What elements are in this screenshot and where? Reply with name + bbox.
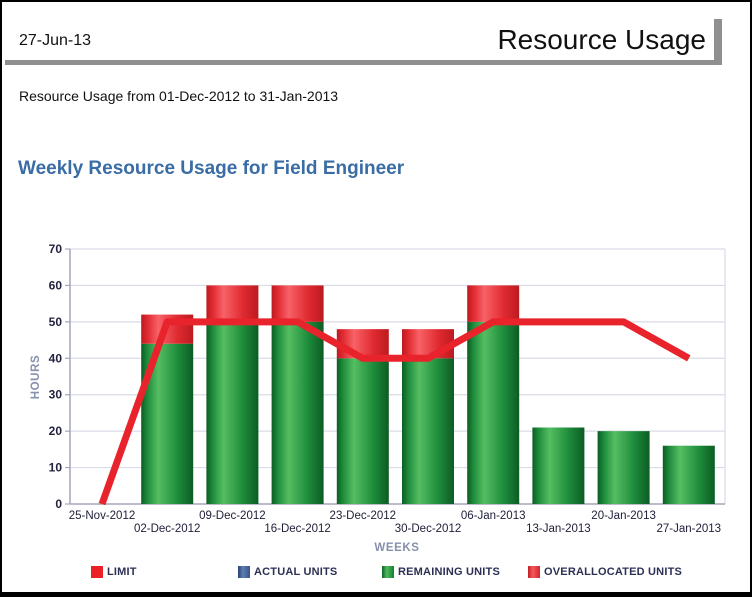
y-tick-label: 70 [49, 242, 63, 256]
limit-line-path [98, 318, 691, 506]
y-axis-title: HOURS [30, 355, 42, 400]
legend-label: LIMIT [107, 566, 137, 578]
legend-swatch-limit [91, 566, 103, 578]
y-axis-ticks: 0 10 20 30 40 50 60 70 [49, 242, 70, 511]
y-tick-label: 30 [49, 388, 63, 402]
bar-remaining-units-16-Dec-2012 [271, 321, 324, 504]
legend-item-overallocated-units: OVERALLOCATED UNITS [528, 565, 682, 579]
bar-remaining-units-23-Dec-2012 [336, 358, 389, 504]
y-tick-label: 60 [49, 278, 63, 292]
bar-remaining-units-30-Dec-2012 [402, 358, 454, 504]
chart-heading: Weekly Resource Usage for Field Engineer [18, 158, 405, 179]
x-axis-label: 20-Jan-2013 [591, 510, 656, 522]
page-title: Resource Usage [497, 24, 706, 55]
chart-legend: LIMIT ACTUAL UNITS REMAINING UNITS OVERALLO… [2, 565, 750, 583]
x-axis-label: 02-Dec-2012 [134, 523, 200, 535]
legend-item-actual-units: ACTUAL UNITS [238, 565, 337, 579]
bar-remaining-units-09-Dec-2012 [206, 321, 259, 504]
y-tick-label: 10 [49, 461, 63, 475]
x-axis-label: 13-Jan-2013 [526, 523, 591, 535]
legend-swatch-overallocated-units [528, 566, 540, 578]
bar-remaining-units-20-Jan-2013 [597, 431, 650, 504]
y-tick-label: 0 [55, 497, 62, 511]
legend-swatch-remaining-units [382, 566, 394, 578]
x-axis-label: 09-Dec-2012 [199, 510, 265, 522]
y-tick-label: 20 [49, 424, 63, 438]
x-axis-label: 06-Jan-2013 [461, 510, 526, 522]
bar-overallocated-units-09-Dec-2012 [206, 285, 259, 322]
x-axis-label: 27-Jan-2013 [657, 523, 722, 535]
bar-overallocated-units-16-Dec-2012 [271, 285, 324, 322]
y-tick-label: 40 [49, 351, 63, 365]
legend-label: ACTUAL UNITS [254, 566, 338, 578]
legend-swatch-actual-units [238, 566, 250, 578]
bar-remaining-units-27-Jan-2013 [662, 445, 715, 504]
x-axis-label: 16-Dec-2012 [264, 523, 330, 535]
x-axis-labels: 25-Nov-201202-Dec-201209-Dec-201216-Dec-… [69, 510, 721, 535]
bar-remaining-units-13-Jan-2013 [532, 427, 585, 504]
header-divider [5, 60, 714, 65]
bar-remaining-units-06-Jan-2013 [467, 321, 520, 504]
title-accent-bar [714, 19, 722, 65]
legend-label: OVERALLOCATED UNITS [544, 566, 683, 578]
x-axis-title: WEEKS [374, 542, 419, 554]
bar-overallocated-units-23-Dec-2012 [336, 329, 389, 359]
limit-line [98, 318, 691, 506]
x-axis-label: 30-Dec-2012 [395, 523, 461, 535]
y-tick-label: 50 [49, 315, 63, 329]
legend-item-remaining-units: REMAINING UNITS [382, 565, 500, 579]
legend-label: REMAINING UNITS [398, 566, 500, 578]
bar-overallocated-units-06-Jan-2013 [467, 285, 520, 322]
legend-item-limit: LIMIT [91, 565, 137, 579]
x-axis-label: 23-Dec-2012 [330, 510, 396, 522]
report-date: 27-Jun-13 [19, 32, 92, 49]
x-axis-label: 25-Nov-2012 [69, 510, 135, 522]
chart-bars [141, 285, 715, 504]
report-subtitle: Resource Usage from 01-Dec-2012 to 31-Ja… [19, 88, 339, 104]
bar-overallocated-units-30-Dec-2012 [402, 329, 454, 359]
